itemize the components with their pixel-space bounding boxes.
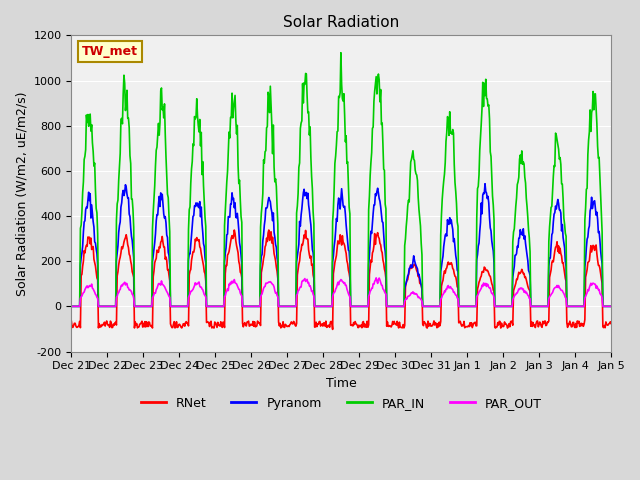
- PAR_OUT: [607, 303, 615, 309]
- PAR_IN: [424, 303, 431, 309]
- Line: RNet: RNet: [72, 230, 611, 329]
- PAR_IN: [133, 303, 141, 309]
- Title: Solar Radiation: Solar Radiation: [283, 15, 399, 30]
- Pyranom: [133, 303, 141, 309]
- Pyranom: [407, 263, 415, 268]
- Pyranom: [481, 181, 489, 187]
- PAR_IN: [68, 303, 76, 309]
- RNet: [424, 318, 432, 324]
- RNet: [216, 323, 224, 329]
- Pyranom: [188, 233, 195, 239]
- RNet: [329, 326, 337, 332]
- PAR_OUT: [424, 303, 431, 309]
- RNet: [265, 227, 273, 233]
- PAR_IN: [188, 166, 195, 172]
- PAR_OUT: [188, 288, 195, 294]
- PAR_OUT: [77, 294, 85, 300]
- PAR_IN: [77, 222, 85, 228]
- Pyranom: [607, 303, 615, 309]
- PAR_OUT: [216, 303, 224, 309]
- Pyranom: [68, 303, 76, 309]
- PAR_OUT: [133, 303, 141, 309]
- RNet: [188, 258, 195, 264]
- RNet: [607, 321, 615, 326]
- Pyranom: [77, 255, 85, 261]
- X-axis label: Time: Time: [326, 377, 356, 390]
- PAR_IN: [607, 303, 615, 309]
- PAR_IN: [337, 50, 345, 56]
- PAR_OUT: [408, 290, 415, 296]
- Y-axis label: Solar Radiation (W/m2, uE/m2/s): Solar Radiation (W/m2, uE/m2/s): [15, 91, 28, 296]
- PAR_OUT: [372, 275, 380, 281]
- Legend: RNet, Pyranom, PAR_IN, PAR_OUT: RNet, Pyranom, PAR_IN, PAR_OUT: [136, 392, 547, 415]
- RNet: [133, 321, 141, 326]
- Line: PAR_IN: PAR_IN: [72, 53, 611, 306]
- Pyranom: [422, 303, 430, 309]
- PAR_OUT: [68, 303, 76, 309]
- PAR_IN: [216, 303, 224, 309]
- PAR_IN: [408, 156, 415, 162]
- RNet: [68, 319, 76, 324]
- RNet: [408, 264, 416, 270]
- Pyranom: [216, 303, 224, 309]
- Line: PAR_OUT: PAR_OUT: [72, 278, 611, 306]
- Line: Pyranom: Pyranom: [72, 184, 611, 306]
- Text: TW_met: TW_met: [82, 45, 138, 58]
- RNet: [77, 273, 85, 278]
